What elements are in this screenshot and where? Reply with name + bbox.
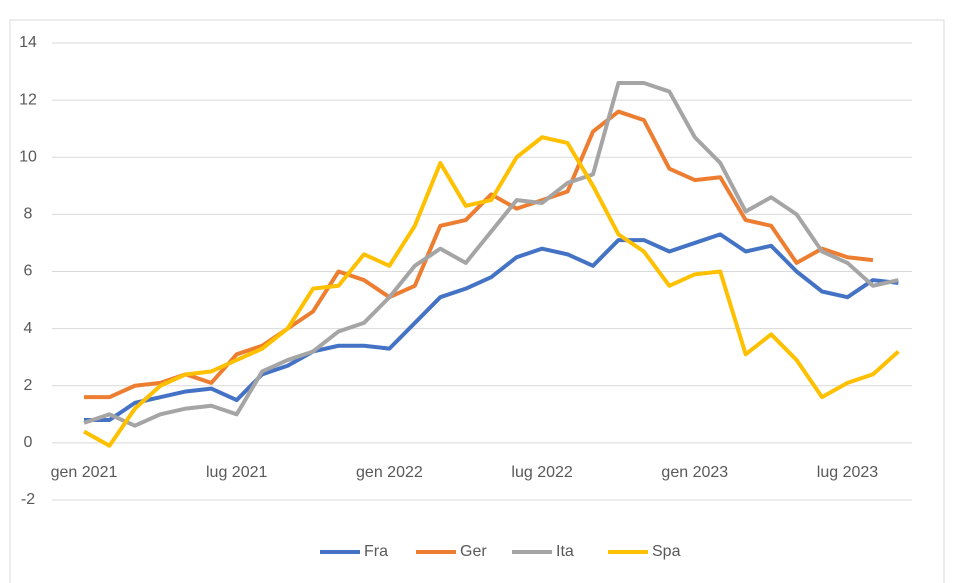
series-line: [84, 109, 874, 400]
series-line: [84, 232, 899, 423]
legend-label: Ita: [556, 543, 574, 560]
y-tick-label: 10: [19, 148, 37, 165]
x-tick-label: gen 2022: [356, 464, 423, 481]
y-tick-label: 2: [24, 377, 33, 394]
series-line: [83, 80, 899, 428]
legend-label: Fra: [364, 543, 388, 560]
y-tick-label: 12: [19, 91, 37, 108]
y-tick-label: 14: [19, 34, 37, 51]
series-line: [83, 135, 900, 448]
y-tick-label: 4: [24, 320, 33, 337]
y-tick-label: 6: [24, 263, 33, 280]
x-tick-label: gen 2023: [661, 464, 728, 481]
chart-frame: [9, 19, 945, 583]
x-tick-label: gen 2021: [51, 464, 118, 481]
y-tick-label: 8: [24, 206, 33, 223]
x-tick-label: lug 2021: [206, 464, 267, 481]
x-tick-label: lug 2023: [817, 464, 878, 481]
y-tick-label: -2: [21, 491, 35, 508]
y-tick-label: 0: [24, 434, 33, 451]
legend-label: Spa: [652, 543, 681, 560]
legend-label: Ger: [460, 543, 487, 560]
x-tick-label: lug 2022: [511, 464, 572, 481]
